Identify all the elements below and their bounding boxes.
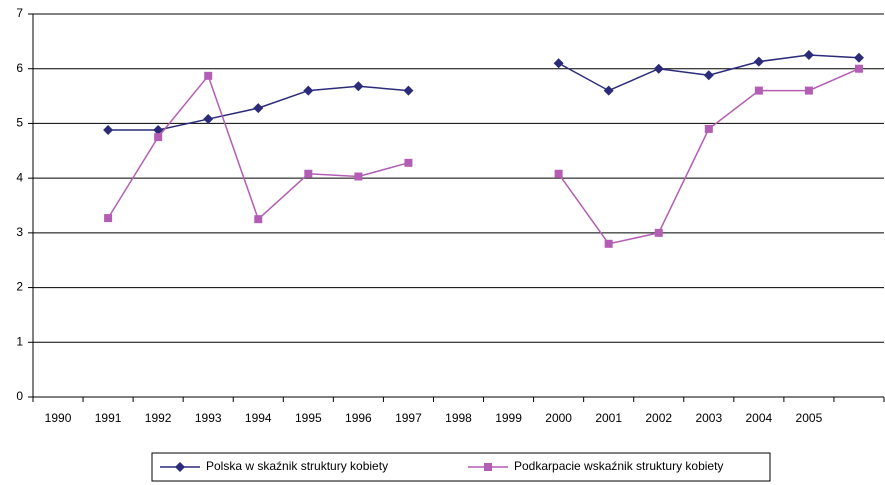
y-tick-label: 1 bbox=[16, 334, 23, 348]
x-tick-label: 1997 bbox=[395, 411, 422, 425]
marker bbox=[104, 214, 113, 223]
marker bbox=[175, 462, 185, 472]
marker bbox=[153, 124, 164, 135]
marker bbox=[154, 133, 163, 142]
x-tick-label: 2003 bbox=[695, 411, 722, 425]
marker bbox=[803, 50, 814, 61]
marker bbox=[403, 85, 414, 96]
legend-box bbox=[151, 452, 771, 482]
marker bbox=[484, 463, 492, 471]
y-tick-label: 5 bbox=[16, 116, 23, 130]
y-tick-label: 3 bbox=[16, 225, 23, 239]
x-tick-label: 1994 bbox=[245, 411, 272, 425]
marker bbox=[304, 169, 313, 178]
marker bbox=[704, 124, 713, 133]
marker bbox=[553, 58, 564, 69]
x-tick-label: 1995 bbox=[295, 411, 322, 425]
x-tick-label: 2001 bbox=[595, 411, 622, 425]
x-tick-label: 1996 bbox=[345, 411, 372, 425]
series-line bbox=[108, 54, 860, 131]
marker bbox=[804, 86, 813, 95]
series-line bbox=[107, 68, 860, 245]
y-tick-label: 0 bbox=[16, 389, 23, 403]
legend-label: Podkarpacie wskaźnik struktury kobiety bbox=[514, 459, 723, 473]
marker bbox=[254, 215, 263, 224]
x-tick-label: 1992 bbox=[145, 411, 172, 425]
marker bbox=[703, 70, 714, 81]
y-tick-label: 7 bbox=[16, 6, 23, 20]
marker bbox=[653, 63, 664, 74]
marker bbox=[554, 169, 563, 178]
x-tick-label: 1993 bbox=[195, 411, 222, 425]
marker bbox=[404, 158, 413, 167]
legend-label: Polska w skaźnik struktury kobiety bbox=[206, 459, 388, 473]
marker bbox=[203, 114, 214, 125]
marker bbox=[253, 103, 264, 114]
marker bbox=[303, 85, 314, 96]
marker bbox=[754, 86, 763, 95]
marker bbox=[353, 81, 364, 92]
marker bbox=[604, 239, 613, 248]
marker bbox=[654, 228, 663, 237]
y-tick-label: 6 bbox=[16, 61, 23, 75]
marker bbox=[854, 64, 863, 73]
marker bbox=[204, 71, 213, 80]
x-tick-label: 2005 bbox=[796, 411, 823, 425]
x-tick-label: 2002 bbox=[645, 411, 672, 425]
x-tick-label: 1991 bbox=[95, 411, 122, 425]
marker bbox=[753, 56, 764, 67]
marker bbox=[603, 85, 614, 96]
x-tick-label: 2004 bbox=[746, 411, 773, 425]
y-tick-label: 4 bbox=[16, 170, 23, 184]
x-tick-label: 1999 bbox=[495, 411, 522, 425]
x-tick-label: 1990 bbox=[45, 411, 72, 425]
y-tick-label: 2 bbox=[16, 280, 23, 294]
marker bbox=[103, 124, 114, 135]
x-tick-label: 1998 bbox=[445, 411, 472, 425]
marker bbox=[354, 172, 363, 181]
x-tick-label: 2000 bbox=[545, 411, 572, 425]
marker bbox=[853, 52, 864, 63]
